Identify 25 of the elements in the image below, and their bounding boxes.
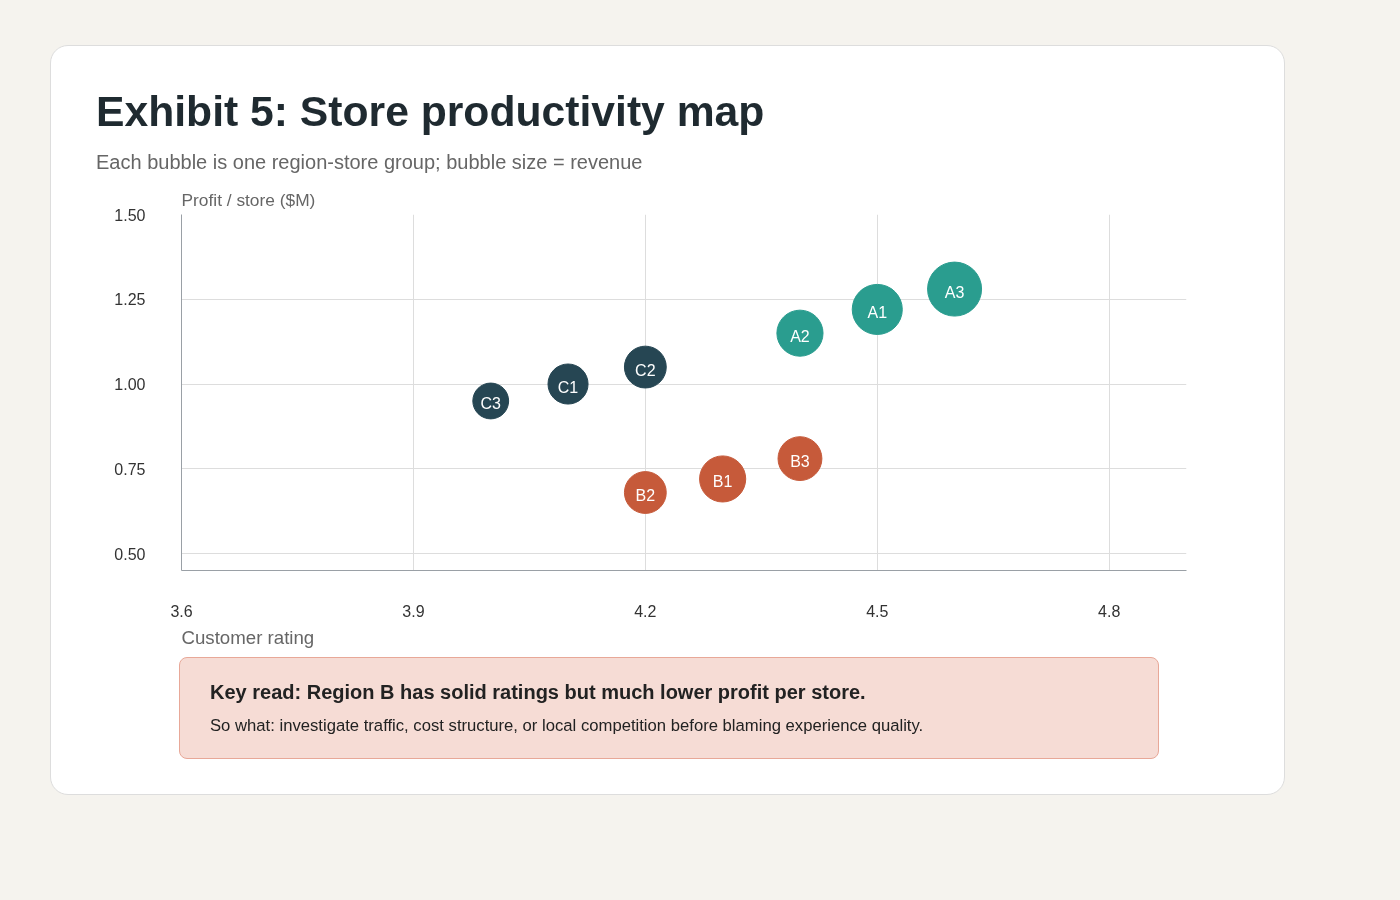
x-tick-label: 3.6 xyxy=(170,602,193,620)
annotation: B2 xyxy=(635,486,656,504)
y-tick-label: 1.25 xyxy=(114,290,146,308)
annotation: B1 xyxy=(712,472,733,490)
text: So what: investigate traffic, cost structure, or local competition before blaming experience quality. xyxy=(210,715,925,738)
annotation: A3 xyxy=(944,283,965,301)
y-tick-label: 0.75 xyxy=(114,460,146,478)
x-tick-label: 4.2 xyxy=(634,602,657,620)
x-tick-label: 4.8 xyxy=(1098,602,1121,620)
chart-title: Exhibit 5: Store productivity map xyxy=(96,86,765,137)
x-tick-label: 4.5 xyxy=(866,602,889,620)
y-tick-label: 1.00 xyxy=(114,375,146,393)
x-axis-title: Customer rating xyxy=(181,626,315,648)
y-axis-title: Profit / store ($M) xyxy=(181,189,316,210)
chart-subtitle: Each bubble is one region-store group; bubble size = revenue xyxy=(96,149,644,175)
annotation: B3 xyxy=(790,452,810,470)
text: Key read: Region B has solid ratings but much lower profit per store. xyxy=(210,679,867,705)
annotation: C1 xyxy=(557,378,579,396)
annotation: A2 xyxy=(790,327,810,345)
y-tick-label: 0.50 xyxy=(114,545,146,563)
annotation: C2 xyxy=(635,361,656,379)
y-tick-label: 1.50 xyxy=(114,206,146,224)
annotation: A1 xyxy=(867,303,888,321)
x-tick-label: 3.9 xyxy=(402,602,425,620)
annotation: C3 xyxy=(480,394,502,412)
